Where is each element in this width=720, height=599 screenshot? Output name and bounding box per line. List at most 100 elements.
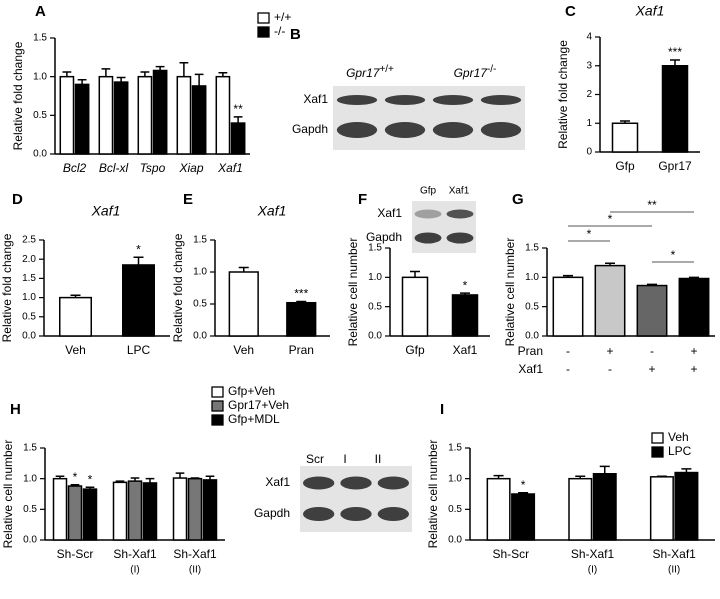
x-tick-sublabel: (II) <box>668 565 680 576</box>
bar <box>678 277 710 337</box>
x-tick-label: Sh-Scr <box>57 547 94 561</box>
y-tick-label: 1.0 <box>33 71 47 82</box>
panel-letter: F <box>358 191 367 208</box>
x-tick-label: Xiap <box>178 161 203 175</box>
y-axis-label: Relative cell number <box>346 238 360 347</box>
blot-row-label: Gapdh <box>366 230 402 244</box>
error-bar <box>233 116 243 124</box>
error-bar <box>140 71 150 77</box>
blot-band <box>480 95 522 105</box>
condition-sign: + <box>606 344 613 358</box>
genotype: -/- <box>487 64 496 75</box>
x-tick-label: Sh-Xaf1 <box>173 547 217 561</box>
legend-swatch <box>257 26 270 38</box>
blot-row-label: Gapdh <box>254 506 290 520</box>
blot-band <box>340 507 372 521</box>
error-bar <box>62 71 72 77</box>
significance-label: * <box>88 472 93 486</box>
bar <box>552 276 584 337</box>
blot-band <box>377 476 410 490</box>
blot-column-label: I <box>343 452 346 466</box>
error-bar <box>77 79 87 85</box>
y-tick-label: 0.0 <box>33 149 47 160</box>
panel-letter: I <box>440 401 444 418</box>
x-tick-label: Veh <box>233 343 254 357</box>
y-tick-label: 3 <box>586 60 592 71</box>
condition-sign: - <box>566 344 570 358</box>
bar <box>592 473 617 541</box>
comparison-label: * <box>671 248 676 262</box>
blot-band <box>414 232 442 244</box>
bar <box>594 264 626 337</box>
significance-label: * <box>463 278 468 292</box>
x-tick-sublabel: (I) <box>588 565 597 576</box>
bar <box>230 122 246 155</box>
y-tick-label: 0.5 <box>193 299 207 310</box>
error-bar <box>155 65 165 71</box>
error-bar <box>130 477 140 482</box>
y-tick-label: 1.0 <box>368 272 382 283</box>
error-bar <box>493 474 504 479</box>
comparison-label: ** <box>647 198 657 212</box>
x-tick-label: Xaf1 <box>453 343 478 357</box>
y-tick-label: 2 <box>586 89 592 100</box>
blot-band <box>302 507 335 521</box>
condition-sign: - <box>650 344 654 358</box>
legend-label: LPC <box>668 444 692 458</box>
bar <box>451 294 479 337</box>
blot-row-label: Xaf1 <box>265 475 290 489</box>
blot-band <box>480 122 522 138</box>
significance-label: * <box>73 470 78 484</box>
y-tick-label: 1.0 <box>22 292 36 303</box>
panel-letter: A <box>35 3 46 20</box>
bar <box>228 271 259 337</box>
bar <box>511 493 536 541</box>
y-axis-label: Relative fold change <box>171 233 185 342</box>
x-tick-sublabel: (I) <box>130 565 139 576</box>
y-axis-label: Relative fold change <box>11 41 25 150</box>
error-bar <box>238 266 249 272</box>
error-bar <box>410 270 420 278</box>
error-bar <box>145 477 155 483</box>
x-tick-label: Sh-Scr <box>492 547 529 561</box>
bar <box>127 480 143 541</box>
error-bar <box>85 486 95 490</box>
bar <box>401 276 429 337</box>
condition-sign: + <box>690 344 697 358</box>
bar <box>52 477 68 541</box>
x-tick-label: Sh-Xaf1 <box>113 547 157 561</box>
y-tick-label: 1.0 <box>23 473 37 484</box>
blot-column-label: Gpr17+/+ <box>346 64 394 81</box>
blot-band <box>446 232 474 244</box>
y-axis-label: Relative cell number <box>503 238 517 347</box>
y-tick-label: 1.5 <box>193 235 207 246</box>
legend-swatch <box>211 414 224 426</box>
error-bar <box>605 262 615 266</box>
bar <box>59 296 92 337</box>
panel-letter: G <box>512 191 524 208</box>
error-bar <box>518 492 529 494</box>
y-tick-label: 1.5 <box>448 443 462 454</box>
bar <box>649 476 674 541</box>
error-bar <box>460 292 470 295</box>
y-tick-label: 0.5 <box>368 301 382 312</box>
y-tick-label: 0.0 <box>525 331 539 342</box>
chart-title: Xaf1 <box>91 203 121 219</box>
y-axis-label: Relative cell number <box>1 440 15 549</box>
error-bar <box>101 68 111 77</box>
bar <box>191 85 207 155</box>
legend-label: Veh <box>668 430 689 444</box>
blot-band <box>432 95 474 105</box>
x-tick-label: Bcl-xl <box>99 161 129 175</box>
y-tick-label: 0.0 <box>23 535 37 546</box>
bar <box>215 75 231 155</box>
error-bar <box>599 465 610 474</box>
error-bar <box>218 72 228 77</box>
y-tick-label: 2.5 <box>22 235 36 246</box>
y-tick-label: 0.0 <box>448 535 462 546</box>
error-bar <box>670 59 680 66</box>
blot-column-label: Gfp <box>420 186 437 197</box>
x-tick-label: Gfp <box>615 159 635 173</box>
y-axis-label: Relative fold change <box>0 233 14 342</box>
